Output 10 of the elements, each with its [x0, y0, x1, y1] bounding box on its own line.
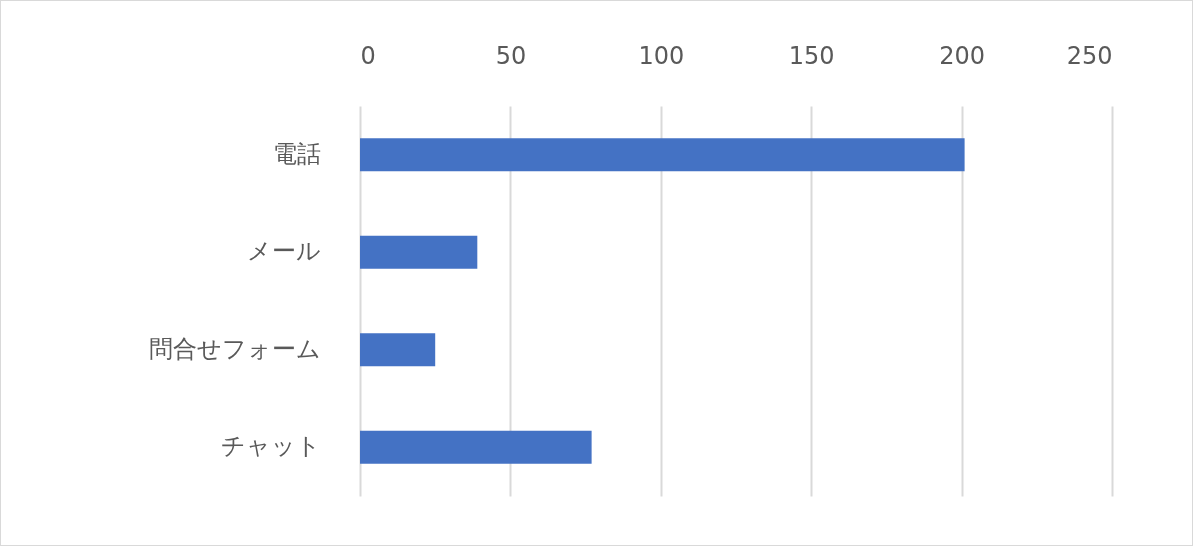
- x-tick-label: 150: [788, 41, 835, 70]
- x-tick-label: 50: [495, 41, 527, 70]
- y-tick-label: チャット: [220, 432, 321, 461]
- y-tick-label: 電話: [272, 139, 321, 168]
- y-tick-label: メール: [246, 237, 321, 266]
- y-tick-label: 問合せフォーム: [148, 334, 321, 363]
- x-tick-label: 200: [939, 41, 986, 70]
- x-tick-label: 0: [360, 41, 376, 70]
- x-tick-label: 100: [638, 41, 685, 70]
- x-tick-label: 250: [1066, 41, 1113, 70]
